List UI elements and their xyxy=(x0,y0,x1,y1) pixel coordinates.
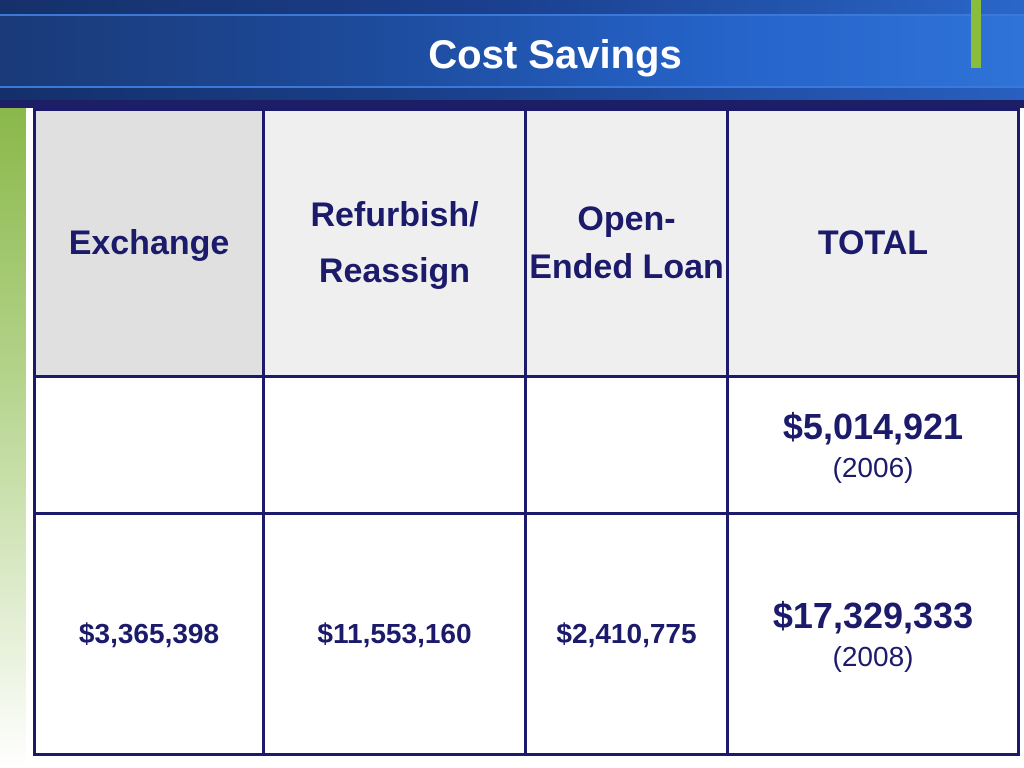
title-bar: Cost Savings xyxy=(0,0,1024,102)
cell-2008-refurbish: $11,553,160 xyxy=(262,512,527,756)
title-bar-bottom-band xyxy=(0,86,1024,102)
green-accent-bar-left xyxy=(0,108,26,768)
total-2006-year: (2006) xyxy=(832,452,914,483)
cell-2008-exchange: $3,365,398 xyxy=(33,512,265,756)
green-accent-bar-top xyxy=(971,0,981,68)
total-2008-year: (2008) xyxy=(832,641,914,672)
title-underline-stripe xyxy=(0,100,1024,108)
cost-savings-table: Exchange Refurbish/ Reassign Open- Ended… xyxy=(33,108,1020,756)
cell-2006-refurbish xyxy=(262,375,527,515)
cell-2006-total: $5,014,921 (2006) xyxy=(726,375,1020,515)
header-total: TOTAL xyxy=(726,108,1020,378)
table-header-row: Exchange Refurbish/ Reassign Open- Ended… xyxy=(33,108,1020,378)
total-2008-value: $17,329,333 xyxy=(772,595,974,636)
title-bar-top-band xyxy=(0,0,1024,16)
table-row-2006: $5,014,921 (2006) xyxy=(33,375,1020,515)
header-open-ended-loan: Open- Ended Loan xyxy=(524,108,729,378)
cell-2008-total: $17,329,333 (2008) xyxy=(726,512,1020,756)
slide-title: Cost Savings xyxy=(428,33,682,77)
total-2006-value: $5,014,921 xyxy=(782,406,964,447)
header-refurbish-reassign: Refurbish/ Reassign xyxy=(262,108,527,378)
header-exchange: Exchange xyxy=(33,108,265,378)
cell-2006-loan xyxy=(524,375,729,515)
cell-2008-loan: $2,410,775 xyxy=(524,512,729,756)
cell-2006-exchange xyxy=(33,375,265,515)
table-row-2008: $3,365,398 $11,553,160 $2,410,775 $17,32… xyxy=(33,512,1020,756)
